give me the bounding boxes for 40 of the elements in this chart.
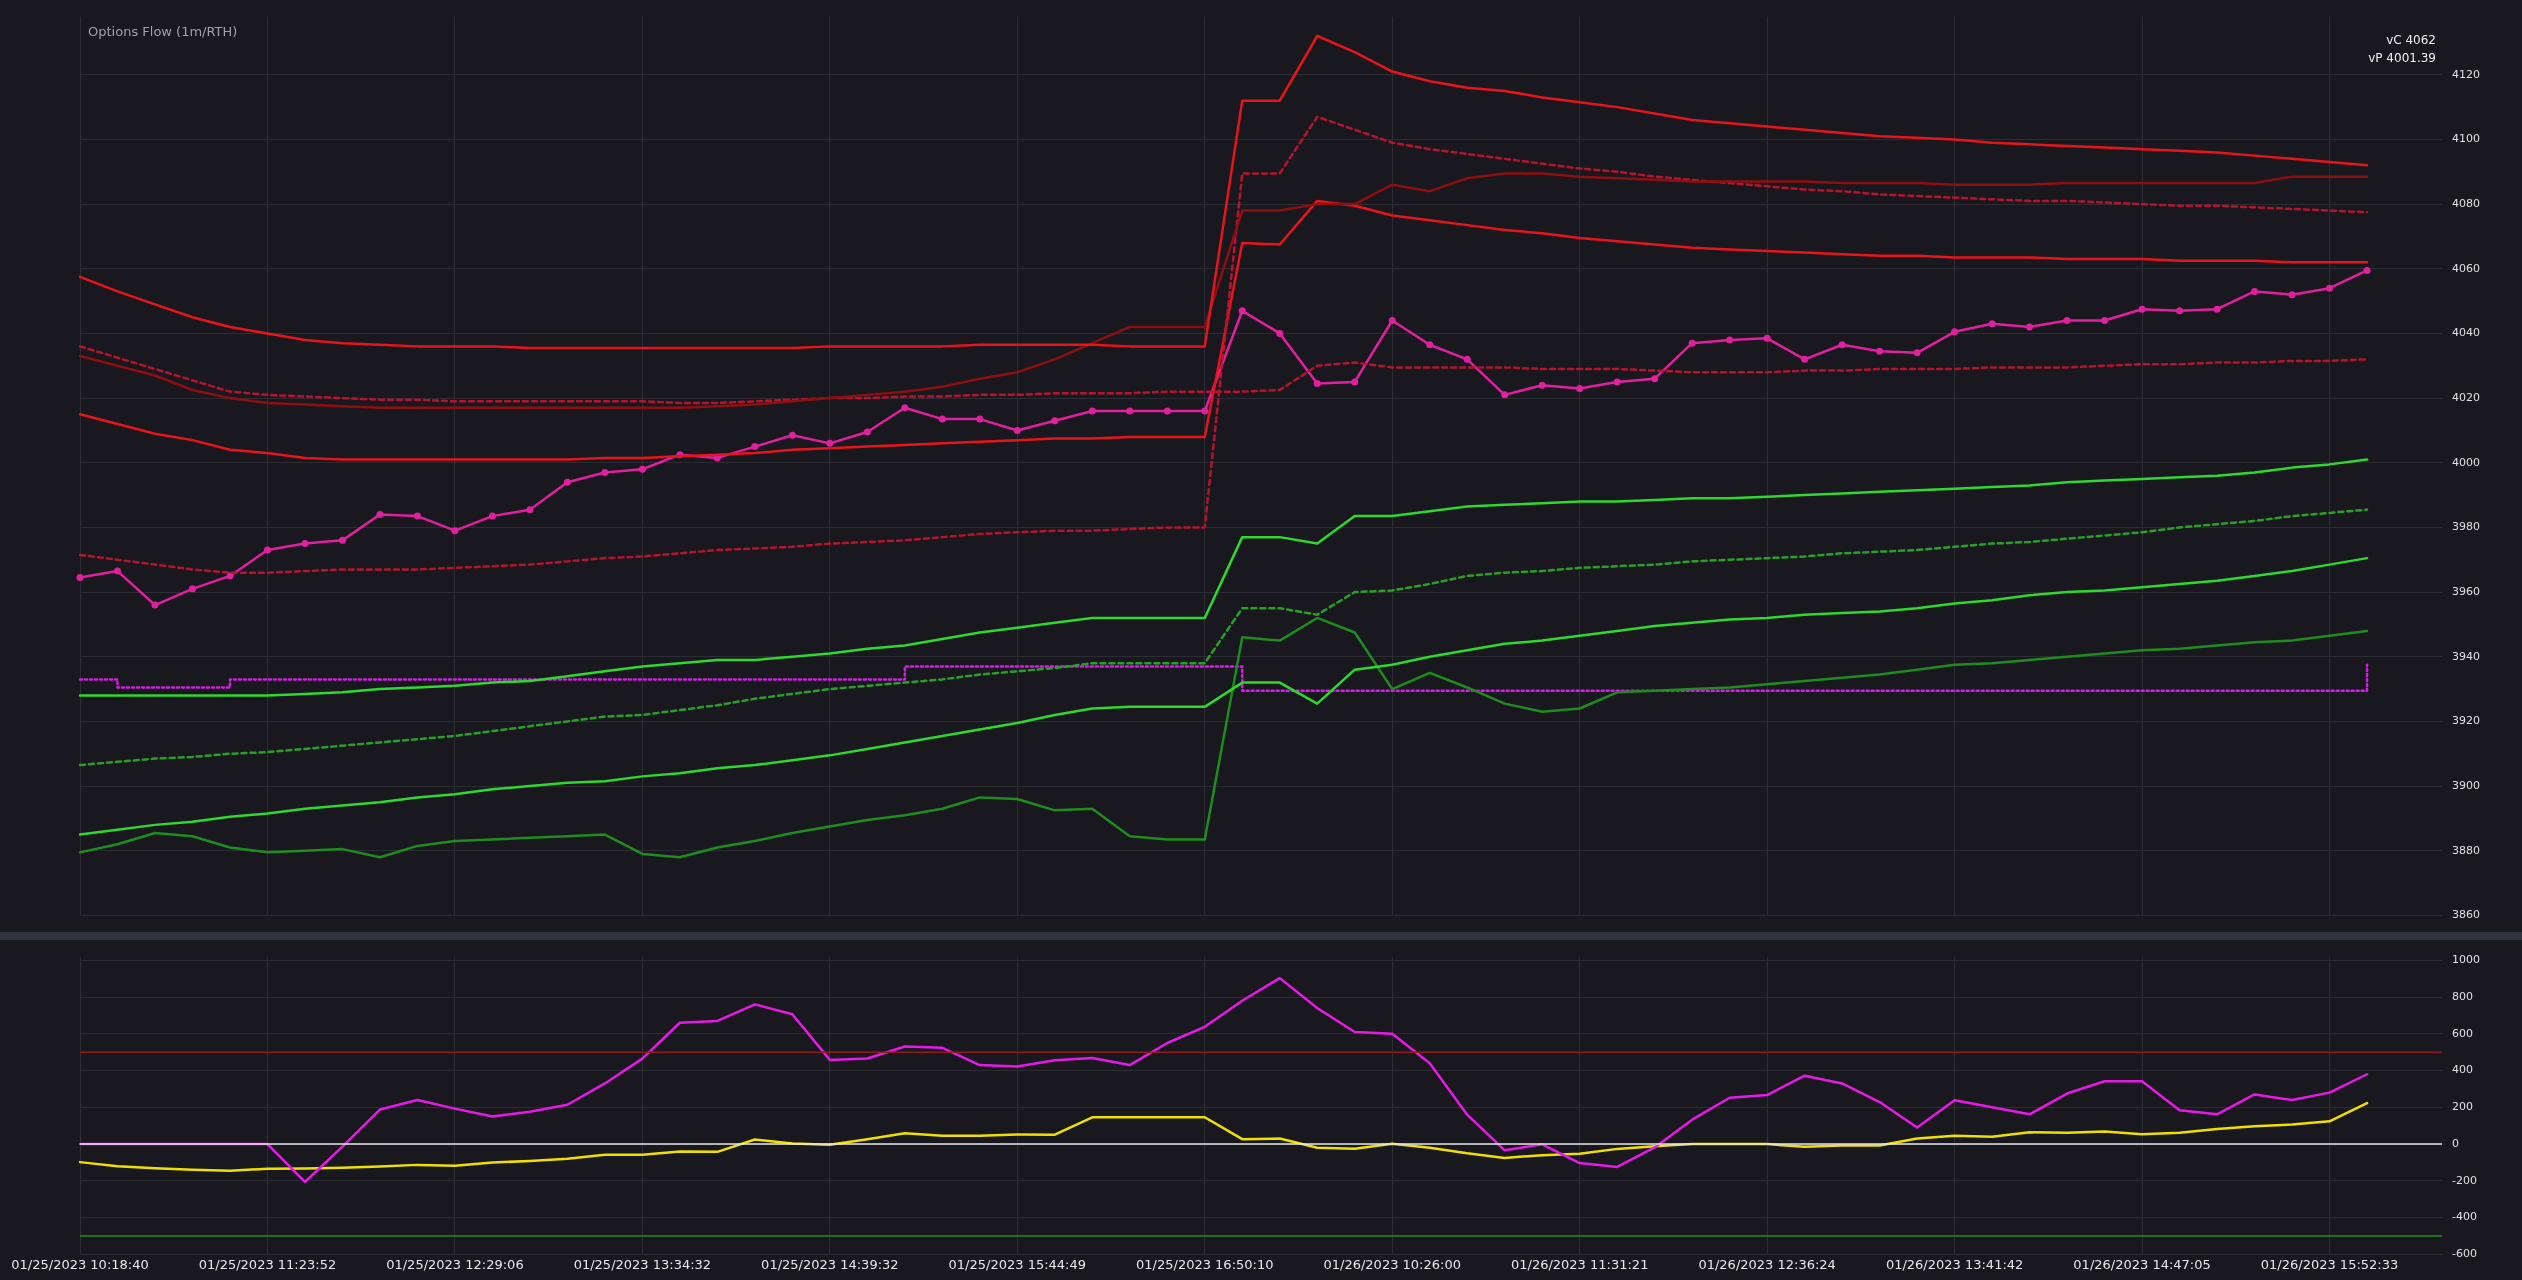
y-tick-label: 3960: [2452, 584, 2480, 598]
y-tick-label: 0: [2452, 1136, 2459, 1150]
x-tick-label: 01/26/2023 14:47:05: [2073, 1256, 2211, 1272]
y-tick-label: -400: [2452, 1210, 2477, 1224]
y-tick-label: 400: [2452, 1063, 2473, 1077]
annotation: vC 4062: [2386, 32, 2436, 47]
y-tick-label: 600: [2452, 1026, 2473, 1040]
x-tick-label: 01/25/2023 13:34:32: [573, 1256, 712, 1272]
y-tick-label: -600: [2452, 1247, 2477, 1261]
y-tick-label: 4060: [2452, 261, 2480, 275]
y-tick-label: 4000: [2452, 455, 2480, 469]
x-tick-label: 01/26/2023 12:36:24: [1698, 1256, 1836, 1272]
y-tick-label: 800: [2452, 989, 2473, 1003]
annotation: vP 4001.39: [2368, 50, 2436, 65]
y-tick-label: 3900: [2452, 778, 2480, 792]
y-tick-label: 3940: [2452, 649, 2480, 663]
y-tick-label: 3860: [2452, 908, 2480, 922]
x-tick-label: 01/25/2023 10:18:40: [11, 1256, 149, 1272]
y-tick-label: 4120: [2452, 67, 2480, 81]
x-tick-label: 01/26/2023 10:26:00: [1323, 1256, 1461, 1272]
x-tick-label: 01/25/2023 14:39:32: [761, 1256, 899, 1272]
y-tick-label: 4040: [2452, 326, 2480, 340]
y-tick-label: 4100: [2452, 132, 2480, 146]
y-tick-label: 3880: [2452, 843, 2480, 857]
x-tick-label: 01/25/2023 11:23:52: [198, 1256, 337, 1272]
x-tick-label: 01/25/2023 16:50:10: [1136, 1256, 1274, 1272]
x-tick-label: 01/25/2023 15:44:49: [948, 1256, 1087, 1272]
x-tick-label: 01/26/2023 13:41:42: [1885, 1256, 2024, 1272]
x-tick-label: 01/25/2023 12:29:06: [386, 1256, 524, 1272]
x-tick-label: 01/26/2023 11:31:21: [1510, 1256, 1649, 1272]
line-series: [78, 508, 2369, 767]
y-tick-label: 200: [2452, 1100, 2473, 1114]
x-tick-label: 01/26/2023 15:52:33: [2260, 1256, 2399, 1272]
y-tick-label: -200: [2452, 1173, 2477, 1187]
y-tick-label: 4020: [2452, 390, 2480, 404]
y-tick-label: 3980: [2452, 520, 2480, 534]
y-tick-label: 3920: [2452, 714, 2480, 728]
text: Options Flow (1m/RTH): [88, 24, 238, 40]
y-tick-label: 1000: [2452, 953, 2480, 967]
y-tick-label: 4080: [2452, 196, 2480, 210]
